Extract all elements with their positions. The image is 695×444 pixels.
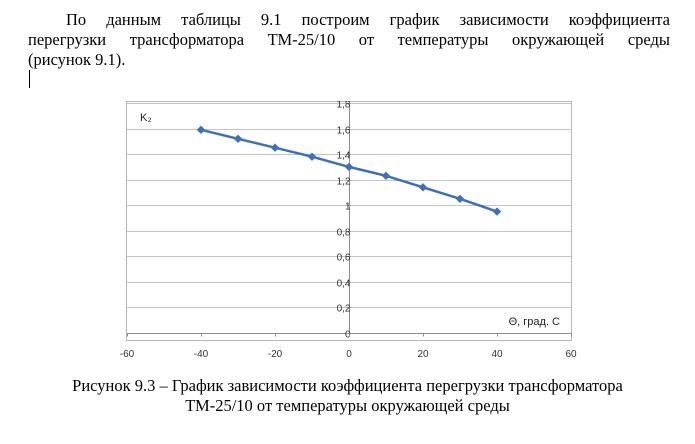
y-tick-label: 1,4 <box>337 151 351 162</box>
y-axis-label: K₂ <box>140 112 152 124</box>
y-tick-label: 0 <box>345 330 351 341</box>
x-axis-label: Θ, град. С <box>509 316 560 328</box>
caption-line-1: Рисунок 9.3 – График зависимости коэффиц… <box>72 376 623 395</box>
y-tick-label: 1,6 <box>337 126 351 137</box>
data-point-marker <box>455 194 465 204</box>
y-tick-label: 0,4 <box>337 279 351 290</box>
data-point-marker <box>196 125 206 135</box>
x-tick-labels: -60 -40 -20 0 20 40 60 <box>120 349 577 363</box>
body-paragraph: По данным таблицы 9.1 построим график за… <box>28 10 670 88</box>
x-tick-label: 0 <box>346 349 352 360</box>
y-tick-label: 1 <box>345 202 351 213</box>
caption-line-2: ТМ-25/10 от температуры окружающей среды <box>185 396 510 415</box>
x-tick-label: -60 <box>119 349 135 360</box>
y-tick-label: 1,8 <box>337 101 351 111</box>
y-tick-label: 0,8 <box>337 228 351 239</box>
x-tick-label: -40 <box>193 349 209 360</box>
data-point-marker <box>344 162 354 172</box>
y-tick-label: 0,2 <box>337 304 351 315</box>
data-point-marker <box>233 134 243 143</box>
data-point-marker <box>381 171 391 181</box>
line-chart: 0 0,2 0,4 0,6 0,8 1 1,2 1,4 1,6 1,8 K₂ Θ, град. С <box>126 101 572 341</box>
paragraph-line-1: По данным таблицы 9.1 построим график за… <box>66 10 670 29</box>
figure-caption: Рисунок 9.3 – График зависимости коэффиц… <box>0 376 695 416</box>
x-tick-label: 40 <box>491 349 503 360</box>
y-tick-label: 1,2 <box>337 177 351 188</box>
data-point-marker <box>492 207 502 216</box>
data-point-marker <box>418 183 428 192</box>
data-point-marker <box>307 152 317 161</box>
paragraph-line-3[interactable]: (рисунок 9.1). <box>28 50 670 88</box>
text-cursor <box>29 70 30 88</box>
paragraph-line-3-text: (рисунок 9.1). <box>28 50 126 69</box>
x-tick-label: 20 <box>417 349 429 360</box>
y-tick-label: 0,6 <box>337 253 351 264</box>
data-point-marker <box>270 143 280 152</box>
x-tick-label: 60 <box>565 349 577 360</box>
chart-frame: 0 0,2 0,4 0,6 0,8 1 1,2 1,4 1,6 1,8 K₂ Θ, град. С -… <box>120 101 577 360</box>
x-tick-label: -20 <box>267 349 283 360</box>
paragraph-line-2: перегрузки трансформатора ТМ-25/10 от те… <box>28 30 670 49</box>
